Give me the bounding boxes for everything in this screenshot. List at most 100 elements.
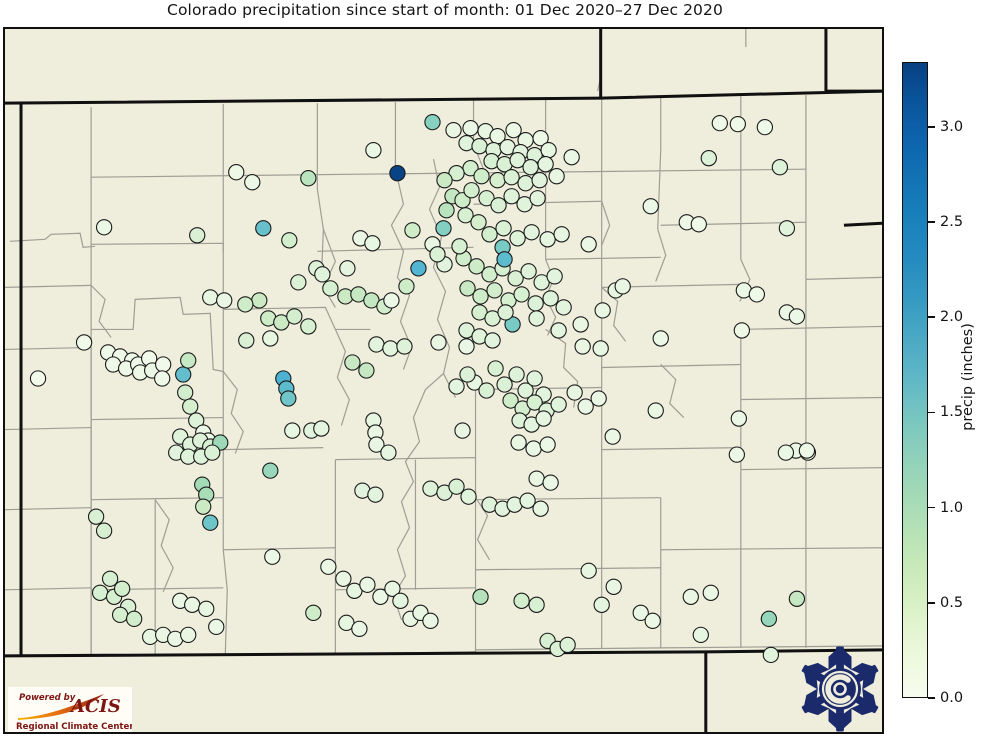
precip-point: [339, 260, 356, 277]
precip-point: [216, 292, 233, 309]
precip-point: [489, 172, 506, 189]
precip-point: [527, 295, 544, 312]
precip-point: [177, 384, 194, 401]
precip-station-markers: [29, 113, 817, 664]
precip-point: [344, 354, 361, 371]
precip-point: [593, 596, 610, 613]
precip-point: [566, 384, 583, 401]
precip-point: [396, 338, 413, 355]
precip-point: [422, 612, 439, 630]
precip-point: [508, 366, 525, 383]
precip-point: [195, 498, 212, 515]
precip-point: [535, 410, 552, 427]
precip-point: [189, 227, 206, 244]
precip-point: [652, 330, 669, 347]
precip-point: [154, 370, 171, 387]
acis-logo: Powered by ACIS Regional Climate Centers: [8, 687, 132, 732]
precip-point: [513, 592, 530, 609]
colorbar-tick: [928, 697, 935, 699]
precip-point: [478, 382, 495, 399]
precip-point: [520, 263, 537, 280]
precip-point: [468, 258, 485, 275]
precip-point: [29, 370, 47, 387]
precip-point: [473, 168, 490, 185]
precip-point: [700, 150, 717, 167]
precip-point: [505, 121, 522, 139]
precip-point: [572, 316, 589, 333]
precip-point: [509, 230, 526, 247]
colorbar-tick: [928, 601, 935, 604]
precip-point: [553, 226, 570, 243]
precip-point: [448, 378, 465, 395]
precip-point: [202, 289, 219, 306]
precip-point: [502, 392, 519, 409]
map-background: [5, 29, 882, 732]
precip-point: [692, 626, 709, 644]
precip-point: [448, 478, 465, 495]
precip-point: [384, 580, 401, 597]
precip-point: [113, 580, 131, 597]
precip-point: [540, 142, 557, 159]
county-lines-layer: [5, 29, 882, 657]
precip-point: [101, 570, 119, 587]
precip-point: [592, 340, 609, 357]
precip-point: [358, 362, 375, 379]
snowflake-graphic: [801, 646, 879, 732]
precip-point: [280, 390, 297, 407]
colorbar-axis-label: precip (inches): [944, 0, 976, 737]
precip-point: [604, 428, 621, 445]
precip-point: [202, 514, 219, 531]
precip-point: [125, 610, 143, 628]
precip-point: [690, 216, 707, 233]
precip-point: [198, 600, 215, 617]
precip-point: [760, 610, 778, 628]
precip-point: [208, 618, 225, 636]
precip-point: [490, 197, 507, 214]
precip-point: [539, 231, 556, 248]
precip-point: [111, 606, 129, 623]
colorbar-tick-label: 0.0: [940, 690, 964, 706]
precip-point: [733, 322, 750, 339]
state-boundary-layer: [5, 29, 882, 732]
precip-point: [496, 376, 513, 393]
colorbar-label-text: precip (inches): [960, 322, 976, 431]
precip-point: [647, 402, 664, 419]
precip-point: [528, 310, 545, 327]
precip-point: [470, 214, 487, 231]
precip-point: [262, 330, 279, 347]
acis-wordmark: ACIS: [69, 696, 121, 717]
precip-point: [537, 156, 554, 173]
precip-point: [182, 398, 199, 415]
precip-point: [424, 113, 441, 131]
precip-point: [459, 280, 476, 297]
precip-point: [264, 548, 281, 565]
precip-point: [542, 290, 559, 307]
precip-point: [286, 308, 303, 325]
precip-point: [351, 620, 368, 638]
precip-point: [463, 182, 480, 199]
precip-point: [382, 340, 399, 357]
colorbar-tick: [928, 221, 935, 223]
precip-point: [542, 474, 559, 491]
precip-point: [281, 232, 298, 249]
precip-point: [448, 165, 465, 182]
precip-point: [525, 440, 542, 457]
precip-point: [435, 220, 452, 237]
precip-point: [383, 292, 400, 309]
precip-point: [642, 198, 659, 215]
precip-point: [519, 492, 536, 509]
precip-point: [462, 119, 479, 137]
page-title: Colorado precipitation since start of mo…: [167, 1, 723, 19]
precip-point: [460, 488, 477, 505]
precip-point: [507, 270, 524, 287]
precip-point: [574, 338, 591, 355]
precip-point: [438, 202, 455, 219]
precip-point: [237, 296, 254, 313]
precip-point: [392, 592, 409, 609]
colorbar-tick: [928, 506, 935, 509]
colorbar-tick: [928, 125, 935, 128]
colorbar-tick: [928, 316, 935, 318]
precip-point: [436, 172, 453, 189]
precip-point: [503, 169, 520, 186]
precip-point: [517, 382, 534, 399]
